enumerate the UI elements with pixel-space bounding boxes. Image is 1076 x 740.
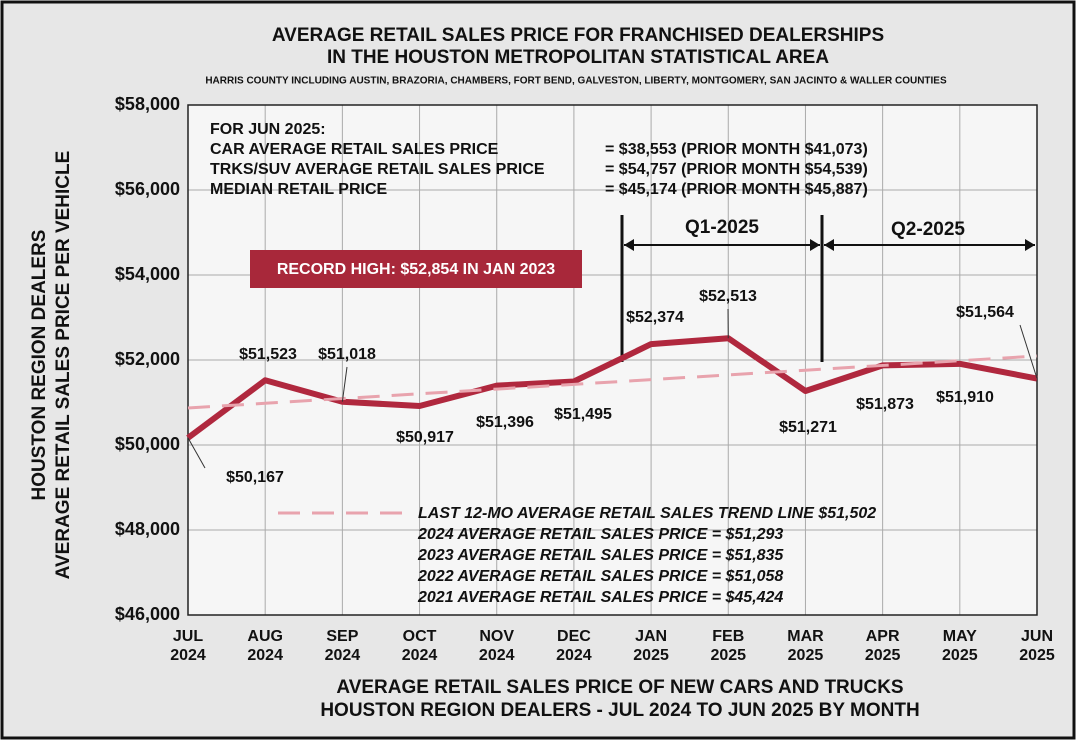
- quarter-label: Q2-2025: [891, 219, 965, 240]
- x-tick-label: APR 2025: [864, 628, 901, 664]
- y-tick-label: $56,000: [115, 179, 180, 199]
- data-label: $51,495: [554, 406, 612, 423]
- info-label: TRKS/SUV AVERAGE RETAIL SALES PRICE: [210, 161, 545, 178]
- x-tick-label: NOV 2024: [478, 628, 515, 664]
- y-axis-label: AVERAGE RETAIL SALES PRICE PER VEHICLE: [53, 151, 74, 580]
- data-label: $52,513: [699, 288, 757, 305]
- info-value: = $38,553 (PRIOR MONTH $41,073): [605, 141, 868, 158]
- note: 2023 AVERAGE RETAIL SALES PRICE = $51,83…: [417, 547, 784, 564]
- x-tick-label: FEB 2025: [710, 628, 747, 664]
- leader-line: [341, 366, 348, 402]
- data-label: $51,564: [956, 304, 1014, 321]
- info-value: = $54,757 (PRIOR MONTH $54,539): [605, 161, 868, 178]
- arrowhead: [1025, 239, 1035, 251]
- quarter-label: Q1-2025: [685, 217, 759, 238]
- leader-line: [1019, 324, 1038, 379]
- y-axis-label: HOUSTON REGION DEALERS: [29, 230, 50, 501]
- subtitle: HARRIS COUNTY INCLUDING AUSTIN, BRAZORIA…: [205, 76, 947, 87]
- data-label: $51,271: [779, 419, 837, 436]
- note: 2022 AVERAGE RETAIL SALES PRICE = $51,05…: [417, 568, 783, 585]
- plot-border: [187, 104, 1038, 616]
- arrowhead: [824, 239, 834, 251]
- x-tick-label: JAN 2025: [633, 628, 669, 664]
- info-value: = $45,174 (PRIOR MONTH $45,887): [605, 181, 868, 198]
- data-label: $51,396: [476, 414, 534, 431]
- y-tick-label: $58,000: [115, 94, 180, 114]
- record-high: RECORD HIGH: $52,854 IN JAN 2023: [277, 261, 555, 278]
- chart-title: IN THE HOUSTON METROPOLITAN STATISTICAL …: [327, 47, 829, 68]
- x-axis-label: AVERAGE RETAIL SALES PRICE OF NEW CARS A…: [336, 677, 903, 698]
- trend-line: [187, 354, 1038, 410]
- leader-line: [187, 437, 206, 469]
- data-label: $51,523: [239, 346, 297, 363]
- data-label: $50,167: [226, 469, 284, 486]
- data-label: $51,873: [856, 396, 914, 413]
- y-tick-label: $48,000: [115, 519, 180, 539]
- legend-label: LAST 12-MO AVERAGE RETAIL SALES TREND LI…: [418, 505, 876, 522]
- x-tick-label: SEP 2024: [324, 628, 361, 664]
- info-label: CAR AVERAGE RETAIL SALES PRICE: [210, 141, 499, 158]
- arrowhead: [810, 239, 820, 251]
- chart-title: AVERAGE RETAIL SALES PRICE FOR FRANCHISE…: [272, 25, 884, 46]
- data-label: $52,374: [626, 309, 684, 326]
- data-label: $50,917: [396, 429, 454, 446]
- x-tick-label: JUN 2025: [1019, 628, 1055, 664]
- y-tick-label: $50,000: [115, 434, 180, 454]
- note: 2024 AVERAGE RETAIL SALES PRICE = $51,29…: [417, 526, 783, 543]
- info-label: MEDIAN RETAIL PRICE: [210, 181, 388, 198]
- x-tick-label: DEC 2024: [556, 628, 592, 664]
- arrowhead: [624, 239, 634, 251]
- note: 2021 AVERAGE RETAIL SALES PRICE = $45,42…: [417, 589, 783, 606]
- data-label: $51,910: [936, 389, 994, 406]
- y-tick-label: $52,000: [115, 349, 180, 369]
- x-axis-label: HOUSTON REGION DEALERS - JUL 2024 TO JUN…: [320, 700, 919, 721]
- record-box: [250, 250, 582, 288]
- y-tick-label: $46,000: [115, 604, 180, 624]
- x-tick-label: MAR 2025: [787, 628, 824, 664]
- x-tick-label: MAY 2025: [942, 628, 978, 664]
- y-tick-label: $54,000: [115, 264, 180, 284]
- data-label: $51,018: [318, 346, 376, 363]
- x-tick-label: AUG 2024: [247, 628, 283, 664]
- x-tick-label: JUL 2024: [170, 628, 206, 664]
- x-tick-label: OCT 2024: [401, 628, 438, 664]
- info-heading: FOR JUN 2025:: [210, 121, 326, 138]
